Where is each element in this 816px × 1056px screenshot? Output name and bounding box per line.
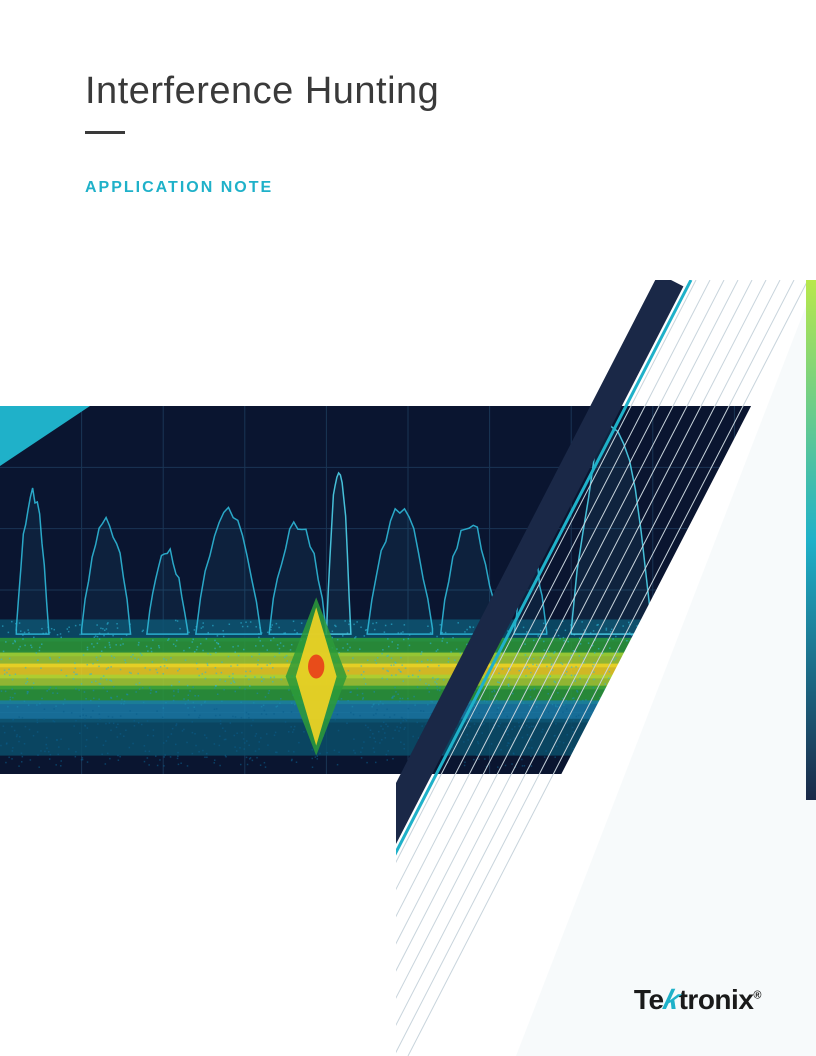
spectrum-image <box>0 406 816 774</box>
logo-post: tronix <box>679 984 754 1015</box>
accent-triangle <box>0 406 90 466</box>
logo-mark: ® <box>753 990 761 1002</box>
logo-pre: Te <box>634 984 664 1015</box>
brand-logo: Tektronix® <box>634 984 761 1016</box>
page-title: Interference Hunting <box>85 70 816 113</box>
title-underline <box>85 131 125 134</box>
subtitle: APPLICATION NOTE <box>85 179 816 197</box>
